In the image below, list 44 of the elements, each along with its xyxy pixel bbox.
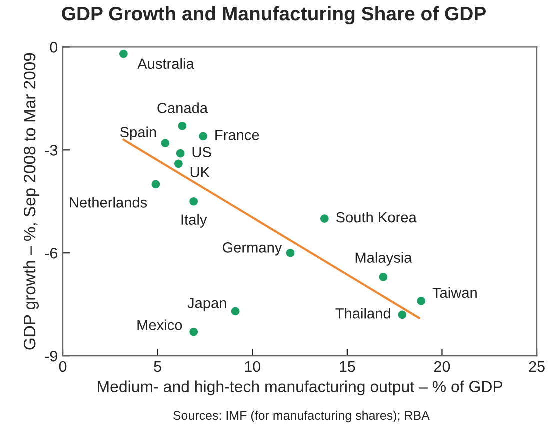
y-tick-label: -6 xyxy=(45,248,58,259)
x-tick-label: 25 xyxy=(529,361,545,372)
point xyxy=(379,272,388,282)
point xyxy=(161,139,170,148)
annotation: Spain xyxy=(120,126,156,140)
point xyxy=(417,296,426,306)
annotation: Mexico xyxy=(138,320,182,330)
x-tick-label: 10 xyxy=(245,361,261,372)
point xyxy=(286,248,295,258)
point xyxy=(398,310,407,320)
point xyxy=(120,50,128,58)
annotation: UK xyxy=(190,167,210,178)
x-tick-label: 15 xyxy=(340,361,356,372)
annotation: Netherlands xyxy=(70,197,148,208)
point xyxy=(178,122,187,130)
y-axis-title: GDP growth – %, Sep 2008 to Mar 2009 xyxy=(23,53,40,350)
annotation: Australia xyxy=(138,58,194,70)
annotation: Malaysia xyxy=(356,252,412,266)
annotation: France xyxy=(216,130,260,140)
point xyxy=(174,160,183,168)
y-tick-label: 0 xyxy=(50,42,58,53)
point xyxy=(176,149,185,158)
annotation: Japan xyxy=(188,298,226,312)
y-tick-label: -9 xyxy=(45,350,58,362)
annotation: US xyxy=(192,147,212,158)
annotation: Germany xyxy=(222,242,282,256)
chart-title: GDP Growth and Manufacturing Share of GDP xyxy=(62,6,486,25)
point xyxy=(320,214,329,223)
y-tick-label: -3 xyxy=(45,145,58,156)
point xyxy=(190,197,198,206)
point xyxy=(231,307,240,316)
annotation: Thailand xyxy=(336,308,390,319)
annotation: South Korea xyxy=(336,212,417,223)
x-tick-label: 5 xyxy=(154,361,162,372)
x-tick-label: 20 xyxy=(434,361,450,372)
annotation: Canada xyxy=(158,102,208,114)
x-axis-title: Medium- and high-tech manufacturing output – % of GDP xyxy=(98,380,503,396)
point xyxy=(199,132,208,141)
annotation: Taiwan xyxy=(432,287,477,298)
point xyxy=(152,180,160,189)
source-note: Sources: IMF (for manufacturing shares); RBA xyxy=(173,410,430,423)
annotation: Italy xyxy=(182,214,208,228)
point xyxy=(190,328,198,336)
x-tick-label: 0 xyxy=(59,361,67,372)
